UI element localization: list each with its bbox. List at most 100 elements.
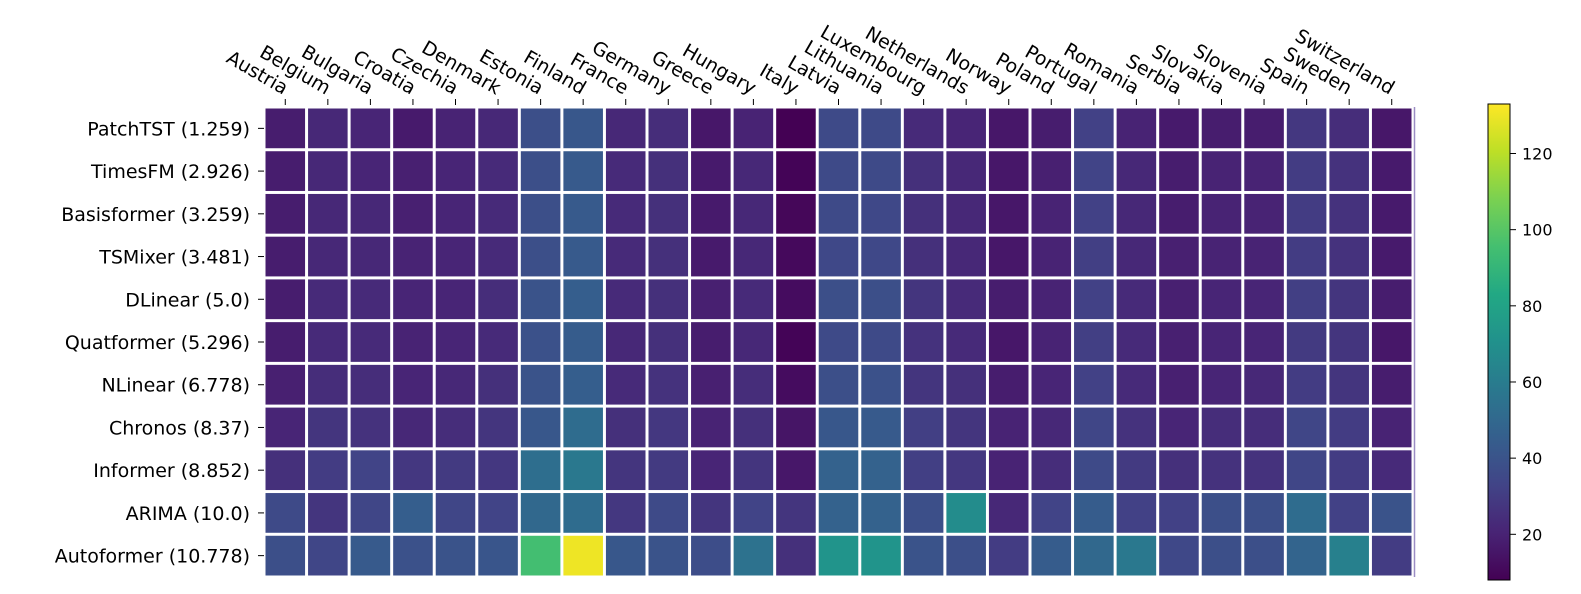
heatmap-cell: DLinear (5.0) / Germany: 25 [648,279,689,320]
heatmap-cell: Autoformer (10.778) / Bulgaria: 43 [350,535,391,576]
heatmap-cell: TSMixer (3.481) / Hungary: 22 [733,236,774,277]
heatmap-cell: NLinear (6.778) / Portugal: 32 [1074,364,1114,405]
heatmap-cell: Basisformer (3.259) / Austria: 18 [265,193,306,234]
heatmap-cell: TimesFM (2.926) / Romania: 22 [1116,151,1157,191]
heatmap-cell: Chronos (8.37) / Romania: 26 [1116,407,1157,448]
heatmap-cell: Chronos (8.37) / Estonia: 42 [520,407,561,448]
heatmap-cell: TimesFM (2.926) / Germany: 25 [648,151,689,191]
heatmap-cell: Autoformer (10.778) / Slovakia: 38 [1201,535,1242,576]
heatmap-cell: Quatformer (5.296) / Sweden: 27 [1329,322,1369,362]
heatmap-cell: Basisformer (3.259) / Greece: 17 [691,193,731,234]
heatmap-cell: TSMixer (3.481) / Serbia: 19 [1159,236,1199,277]
colorbar-tick-label: 120 [1522,145,1553,164]
heatmap-cell: DLinear (5.0) / Denmark: 24 [478,279,518,320]
heatmap-cell: Informer (8.852) / Portugal: 36 [1074,450,1114,491]
colorbar-tick-label: 40 [1522,449,1542,468]
heatmap-cell: ARIMA (10.0) / Slovenia: 38 [1244,493,1284,533]
heatmap-cell: TSMixer (3.481) / Slovenia: 20 [1244,236,1284,277]
heatmap-cell: TSMixer (3.481) / Luxembourg: 25 [903,236,944,277]
heatmap-cell: DLinear (5.0) / Hungary: 23 [733,279,774,320]
heatmap-cell: TimesFM (2.926) / Italy: 9 [776,151,816,191]
y-axis-ticks: PatchTST (1.259) TimesFM (2.926) Basisform… [55,118,264,568]
heatmap-cell: NLinear (6.778) / Serbia: 19 [1159,364,1199,405]
heatmap-cell: DLinear (5.0) / Lithuania: 38 [861,279,901,320]
heatmap-cell: Quatformer (5.296) / Belgium: 23 [308,322,348,362]
heatmap-cell: Basisformer (3.259) / Serbia: 18 [1159,193,1199,234]
heatmap-cell: TSMixer (3.481) / Germany: 25 [648,236,689,277]
heatmap-cell: Chronos (8.37) / Bulgaria: 26 [350,407,391,448]
heatmap-cell: Autoformer (10.778) / Czechia: 40 [435,535,476,576]
heatmap-cell: PatchTST (1.259) / Latvia: 36 [818,108,859,149]
heatmap-cell: Quatformer (5.296) / Czechia: 21 [435,322,476,362]
heatmap-cell: NLinear (6.778) / Belgium: 24 [308,364,348,405]
heatmap-cell: Autoformer (10.778) / Slovenia: 38 [1244,535,1284,576]
heatmap-cell: Chronos (8.37) / Poland: 22 [1031,407,1072,448]
heatmap-cell: PatchTST (1.259) / France: 22 [605,108,646,149]
heatmap-cell: DLinear (5.0) / Norway: 18 [988,279,1029,320]
y-tick-label: Chronos (8.37) [109,417,250,439]
heatmap-cell: PatchTST (1.259) / Czechia: 20 [435,108,476,149]
heatmap-cell: Quatformer (5.296) / Norway: 16 [988,322,1029,362]
heatmap-cell: TSMixer (3.481) / France: 23 [605,236,646,277]
heatmap-cell: ARIMA (10.0) / Croatia: 45 [393,493,433,533]
heatmap-cell: TSMixer (3.481) / Denmark: 23 [478,236,518,277]
heatmap-cell: NLinear (6.778) / Poland: 21 [1031,364,1072,405]
heatmap-cell: Autoformer (10.778) / Spain: 48 [1286,535,1327,576]
heatmap-cell: Chronos (8.37) / Germany: 28 [648,407,689,448]
heatmap-cell: Autoformer (10.778) / Sweden: 62 [1329,535,1369,576]
heatmap-cell: NLinear (6.778) / Netherlands: 25 [946,364,986,405]
heatmap-cell: Quatformer (5.296) / Lithuania: 36 [861,322,901,362]
heatmap-cell: TSMixer (3.481) / Lithuania: 35 [861,236,901,277]
heatmap-cell: Basisformer (3.259) / Netherlands: 22 [946,193,986,234]
heatmap-cell: ARIMA (10.0) / Switzerland: 40 [1371,493,1412,533]
heatmap-cell: DLinear (5.0) / Spain: 31 [1286,279,1327,320]
heatmap-cell: Quatformer (5.296) / Estonia: 39 [520,322,561,362]
heatmap-cell: Chronos (8.37) / Belgium: 27 [308,407,348,448]
heatmap-cell: ARIMA (10.0) / Latvia: 47 [818,493,859,533]
heatmap-cell: Autoformer (10.778) / Denmark: 41 [478,535,518,576]
heatmap-cell: Basisformer (3.259) / Hungary: 22 [733,193,774,234]
heatmap-cell: PatchTST (1.259) / Netherlands: 21 [946,108,986,149]
heatmap-cell: NLinear (6.778) / Spain: 30 [1286,364,1327,405]
y-tick-label: DLinear (5.0) [125,289,250,311]
heatmap-cell: TimesFM (2.926) / Finland: 43 [563,151,603,191]
heatmap-cell: TimesFM (2.926) / Serbia: 18 [1159,151,1199,191]
heatmap-cell: TSMixer (3.481) / Latvia: 35 [818,236,859,277]
heatmap-cell: DLinear (5.0) / Czechia: 21 [435,279,476,320]
heatmap-cell: TimesFM (2.926) / Latvia: 36 [818,151,859,191]
heatmap-cell: TimesFM (2.926) / Lithuania: 36 [861,151,901,191]
heatmap-cell: Quatformer (5.296) / Luxembourg: 26 [903,322,944,362]
heatmap-cell: ARIMA (10.0) / Netherlands: 68 [946,493,986,533]
heatmap-cell: ARIMA (10.0) / Poland: 33 [1031,493,1072,533]
y-tick-label: Basisformer (3.259) [61,204,250,226]
heatmap-cell: NLinear (6.778) / France: 23 [605,364,646,405]
heatmap-cell: TimesFM (2.926) / Austria: 18 [265,151,306,191]
heatmap-cell: Quatformer (5.296) / Austria: 18 [265,322,306,362]
heatmap-cell: TSMixer (3.481) / Netherlands: 22 [946,236,986,277]
colorbar: 20 40 60 80 100 120 [1487,103,1553,581]
heatmap-cell: Basisformer (3.259) / Finland: 43 [563,193,603,234]
heatmap-cell: Informer (8.852) / Belgium: 30 [308,450,348,491]
heatmap-cell: Informer (8.852) / Denmark: 28 [478,450,518,491]
y-tick-label: NLinear (6.778) [101,375,250,397]
heatmap-cell: DLinear (5.0) / Slovakia: 21 [1201,279,1242,320]
heatmap-cell: PatchTST (1.259) / Luxembourg: 23 [903,108,944,149]
heatmap-cell: Basisformer (3.259) / Luxembourg: 25 [903,193,944,234]
heatmap-cell: Basisformer (3.259) / France: 23 [605,193,646,234]
heatmap-cell: Chronos (8.37) / Hungary: 25 [733,407,774,448]
heatmap-cell: TimesFM (2.926) / France: 23 [605,151,646,191]
heatmap-cell: Quatformer (5.296) / Germany: 25 [648,322,689,362]
heatmap-cell: TimesFM (2.926) / Netherlands: 22 [946,151,986,191]
heatmap-cell: Chronos (8.37) / France: 25 [605,407,646,448]
heatmap-cell: DLinear (5.0) / Netherlands: 23 [946,279,986,320]
heatmap-cell: ARIMA (10.0) / Romania: 32 [1116,493,1157,533]
heatmap-cell: Informer (8.852) / Germany: 29 [648,450,689,491]
heatmap-cell: DLinear (5.0) / France: 23 [605,279,646,320]
heatmap-cell: Basisformer (3.259) / Latvia: 36 [818,193,859,234]
heatmap-cell: ARIMA (10.0) / Denmark: 33 [478,493,518,533]
heatmap-cell: TimesFM (2.926) / Greece: 17 [691,151,731,191]
heatmap-cell: NLinear (6.778) / Austria: 19 [265,364,306,405]
heatmap-cell: Autoformer (10.778) / Romania: 58 [1116,535,1157,576]
heatmap-cell: PatchTST (1.259) / Spain: 28 [1286,108,1327,149]
